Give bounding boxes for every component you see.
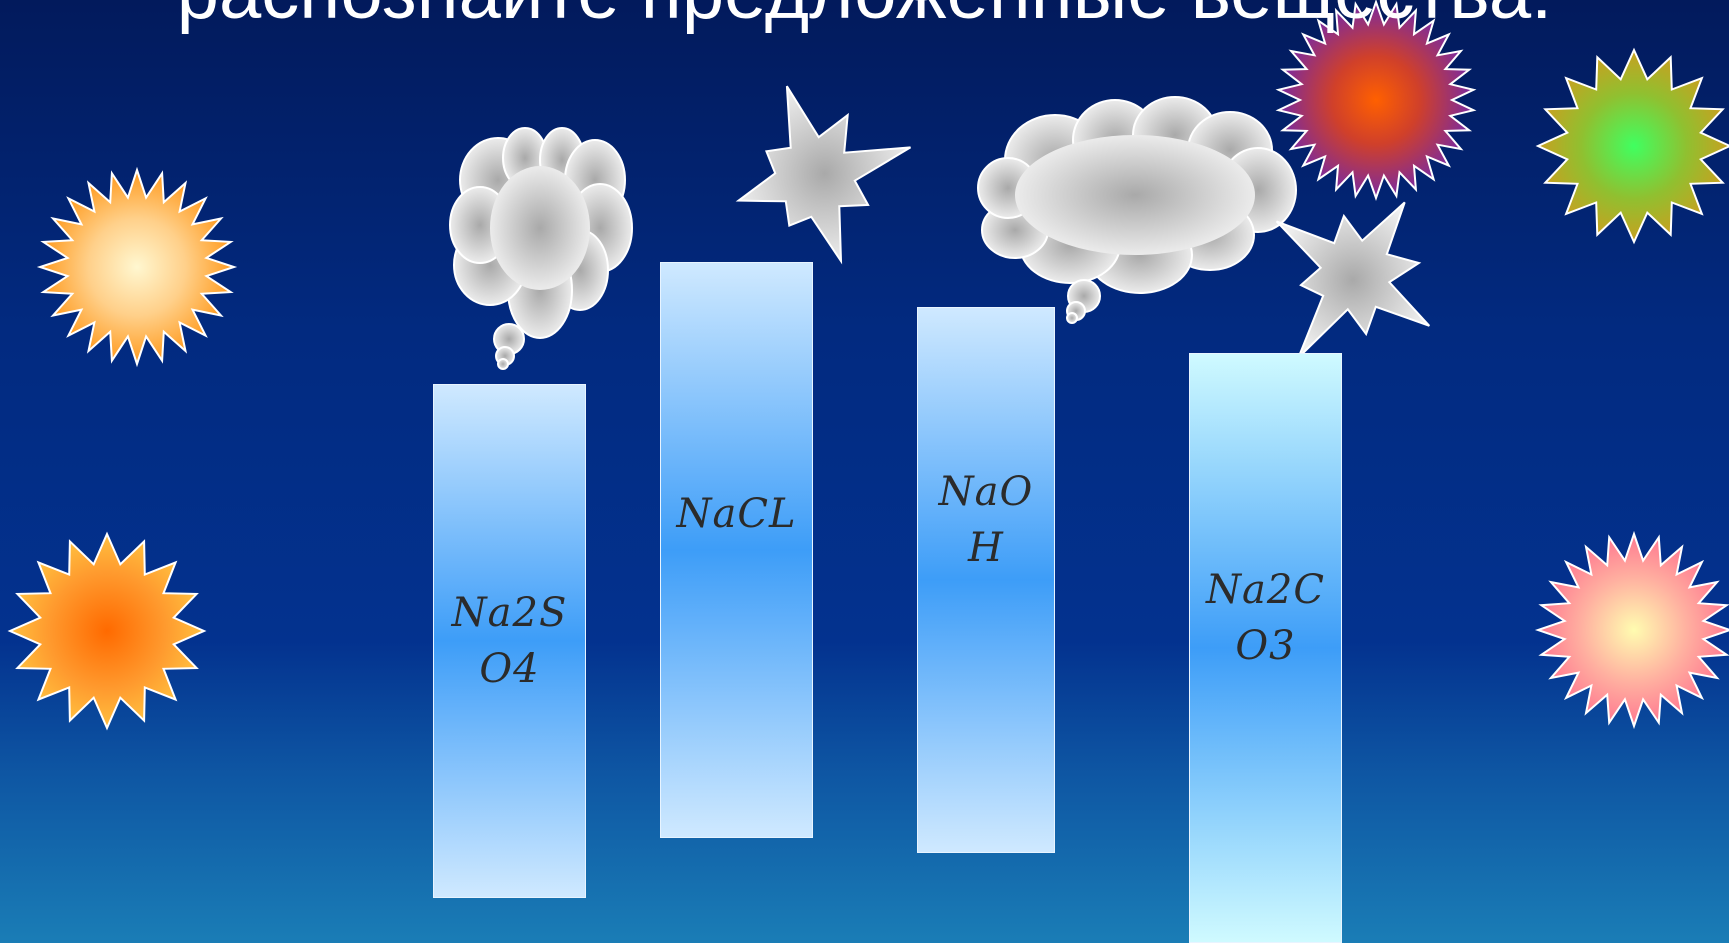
page-title: распознайте предложенные вещества: xyxy=(0,0,1729,38)
sun-orange-light-icon xyxy=(36,166,238,368)
test-tube-na2so4[interactable]: Na2S O4 xyxy=(433,384,586,898)
sun-pink-icon xyxy=(1534,530,1729,730)
tube-label: NaCL xyxy=(676,491,797,537)
tube-label: Na2C O3 xyxy=(1206,567,1325,669)
cloud-icon xyxy=(977,96,1297,324)
sun-orange-icon xyxy=(7,531,207,731)
tube-label: NaO H xyxy=(938,469,1034,571)
tube-label: Na2S O4 xyxy=(451,590,568,692)
test-tube-naoh[interactable]: NaO H xyxy=(917,307,1055,853)
test-tube-na2co3[interactable]: Na2C O3 xyxy=(1189,353,1342,943)
cloud-icon xyxy=(449,127,633,370)
test-tube-nacl[interactable]: NaCL xyxy=(660,262,813,838)
sun-purple-icon xyxy=(1275,0,1477,202)
starburst-icon xyxy=(735,85,912,265)
sun-green-icon xyxy=(1535,47,1729,245)
starburst-icon xyxy=(1275,201,1431,359)
